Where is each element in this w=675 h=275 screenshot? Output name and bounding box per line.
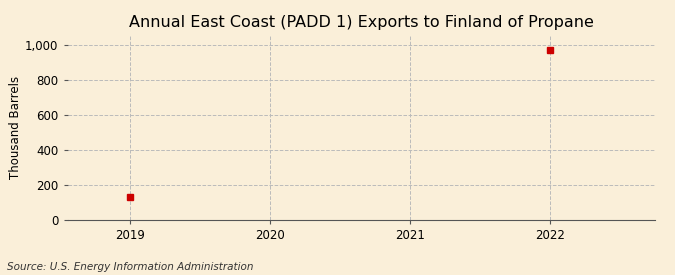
Title: Annual East Coast (PADD 1) Exports to Finland of Propane: Annual East Coast (PADD 1) Exports to Fi… bbox=[129, 15, 593, 31]
Y-axis label: Thousand Barrels: Thousand Barrels bbox=[9, 76, 22, 180]
Text: Source: U.S. Energy Information Administration: Source: U.S. Energy Information Administ… bbox=[7, 262, 253, 272]
